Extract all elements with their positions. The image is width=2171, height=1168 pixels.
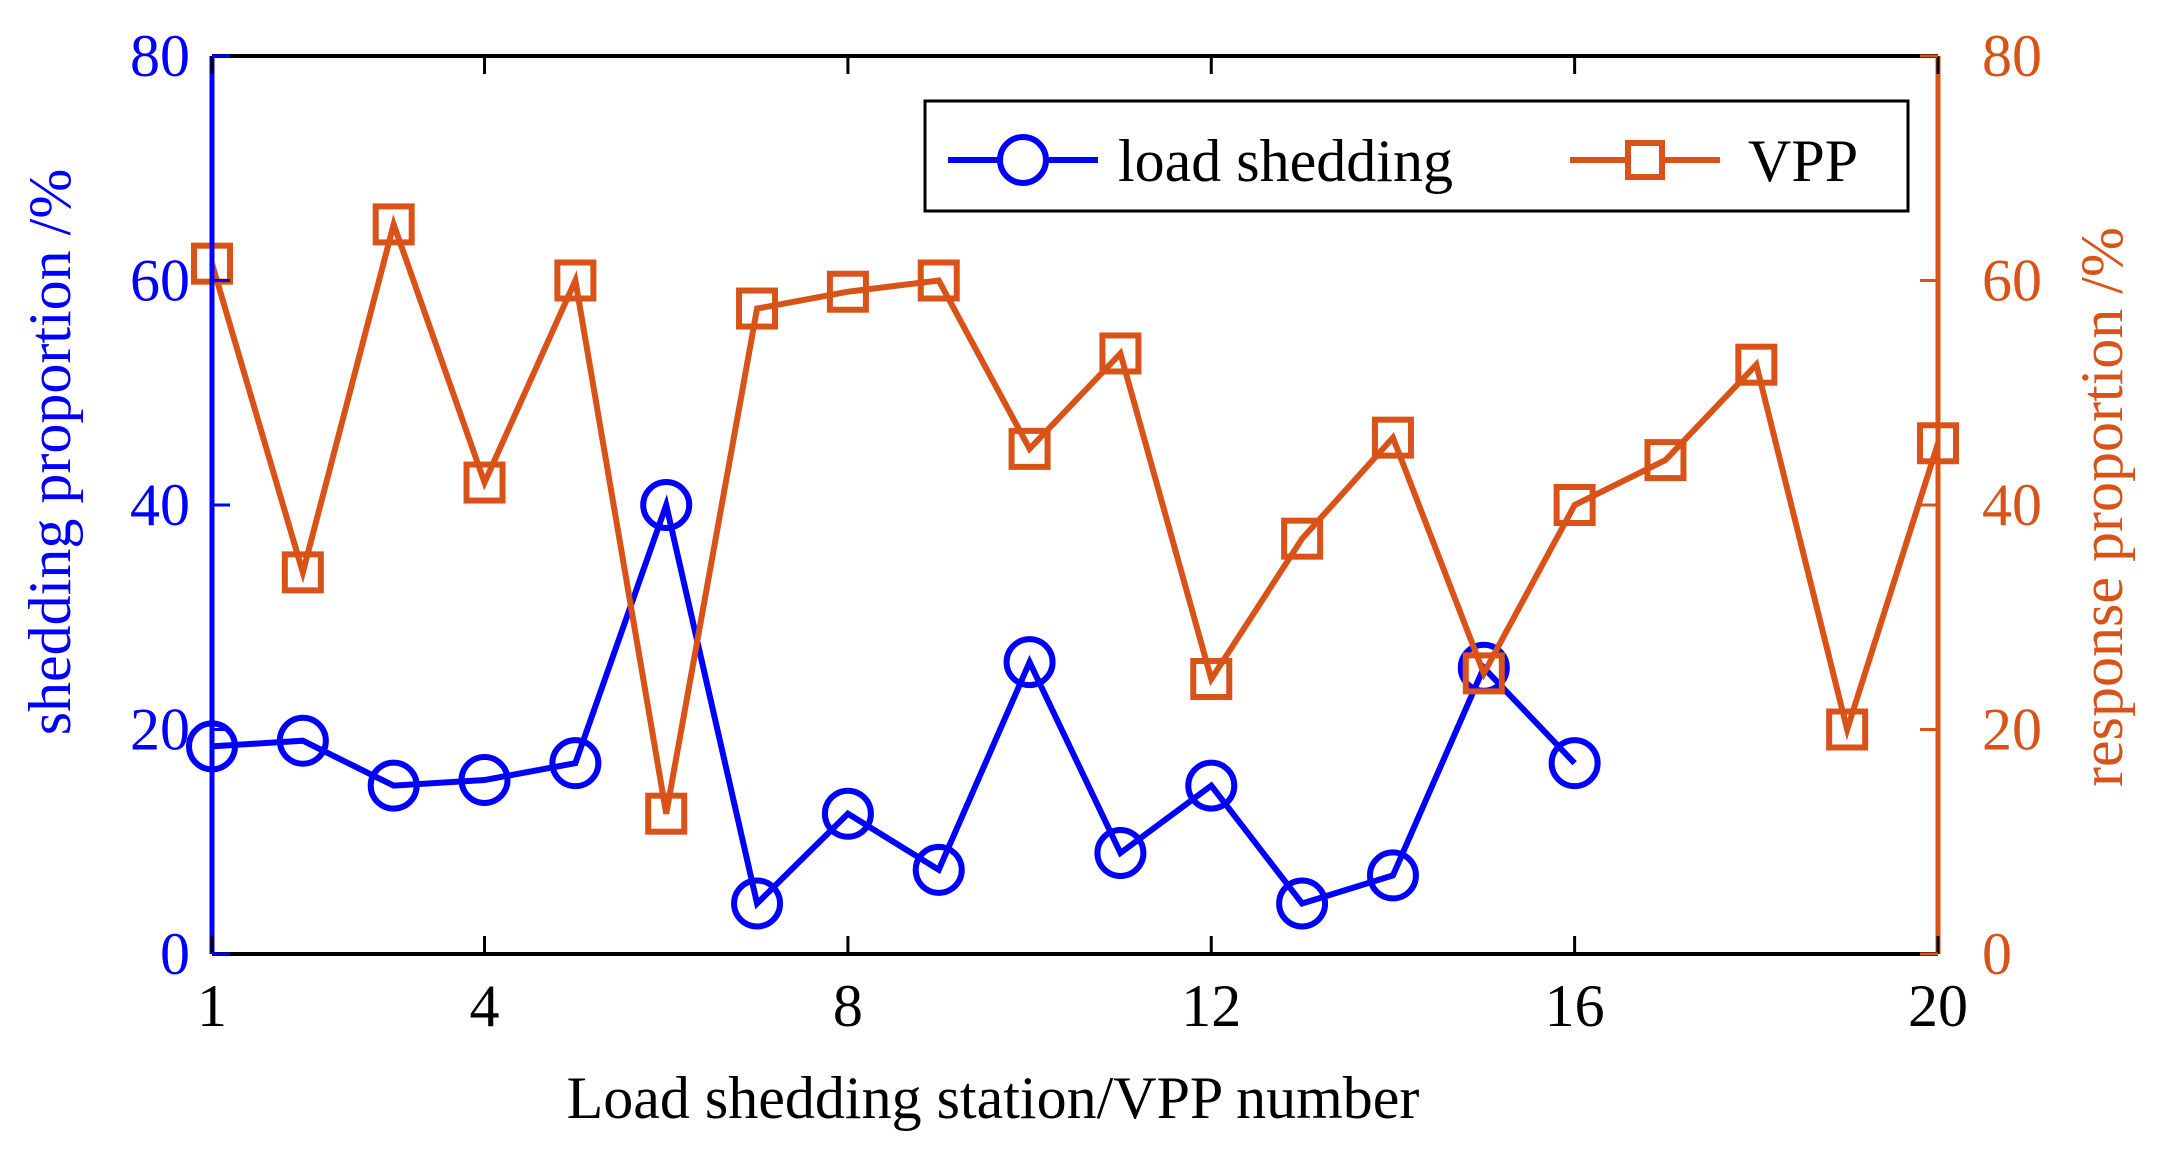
vpp-data-point <box>826 270 869 313</box>
vpp-data-point <box>1371 416 1414 459</box>
right-y-tick-label: 60 <box>1982 248 2042 314</box>
x-tick-label: 1 <box>197 973 227 1039</box>
vpp-data-point <box>1190 657 1233 700</box>
load-shedding-data-point <box>367 759 420 812</box>
vpp-data-point <box>1826 708 1869 751</box>
right-y-tick-label: 40 <box>1982 472 2042 538</box>
x-tick-label: 12 <box>1181 973 1241 1039</box>
legend: load shedding VPP <box>923 99 1910 213</box>
load-shedding-data-point <box>1366 849 1419 902</box>
series-group <box>186 203 1959 930</box>
vpp-data-point <box>1735 343 1778 386</box>
left-y-tick-label: 20 <box>130 697 190 763</box>
vpp-data-point <box>917 259 960 302</box>
load-shedding-data-point <box>1003 636 1056 689</box>
load-shedding-data-point <box>549 737 602 790</box>
vpp-data-point <box>736 287 779 330</box>
left-y-tick-label: 0 <box>160 921 190 987</box>
vpp-data-point <box>1008 427 1051 470</box>
x-tick-label: 8 <box>833 973 863 1039</box>
load-shedding-series-line <box>211 494 1577 910</box>
load-shedding-data-point <box>1276 877 1329 930</box>
vpp-data-point <box>463 461 506 504</box>
left-y-axis-label: shedding proportion /% <box>17 169 83 736</box>
load-shedding-data-point <box>458 754 511 807</box>
vpp-data-point <box>554 259 597 302</box>
vpp-data-point <box>281 551 324 594</box>
legend-vpp-marker <box>1625 140 1665 180</box>
right-y-tick-label: 0 <box>1982 921 2012 987</box>
vpp-data-point <box>1553 484 1596 526</box>
x-tick-label: 4 <box>470 973 500 1039</box>
vpp-data-point <box>372 203 415 246</box>
left-y-tick-label: 80 <box>130 23 190 89</box>
vpp-data-point <box>1281 517 1324 560</box>
load-shedding-data-point <box>821 787 874 840</box>
right-y-axis-label: response proportion /% <box>2069 227 2135 787</box>
load-shedding-data-point <box>640 479 693 531</box>
right-y-tick-label: 80 <box>1982 23 2042 89</box>
left-y-tick-label: 60 <box>130 248 190 314</box>
vpp-data-point <box>1099 332 1142 375</box>
vpp-data-point <box>1462 652 1505 695</box>
load-shedding-data-point <box>1094 826 1147 879</box>
vpp-data-point <box>645 792 688 835</box>
load-shedding-data-point <box>1185 759 1238 812</box>
load-shedding-data-point <box>731 877 784 930</box>
load-shedding-data-point <box>912 843 965 896</box>
legend-vpp-label: VPP <box>1748 128 1858 194</box>
left-y-tick-label: 40 <box>130 472 190 538</box>
vpp-data-point <box>1644 439 1687 482</box>
vpp-series-line <box>209 214 1941 815</box>
legend-load-shedding-marker <box>997 134 1049 186</box>
legend-box <box>923 99 1910 213</box>
x-tick-label: 16 <box>1545 973 1605 1039</box>
load-shedding-data-point <box>276 714 329 767</box>
right-y-tick-label: 20 <box>1982 697 2042 763</box>
legend-load-shedding-label: load shedding <box>1118 128 1453 194</box>
load-shedding-data-point <box>1548 737 1601 790</box>
x-axis-label: Load shedding station/VPP number <box>567 1065 1420 1131</box>
x-tick-label: 20 <box>1908 973 1968 1039</box>
